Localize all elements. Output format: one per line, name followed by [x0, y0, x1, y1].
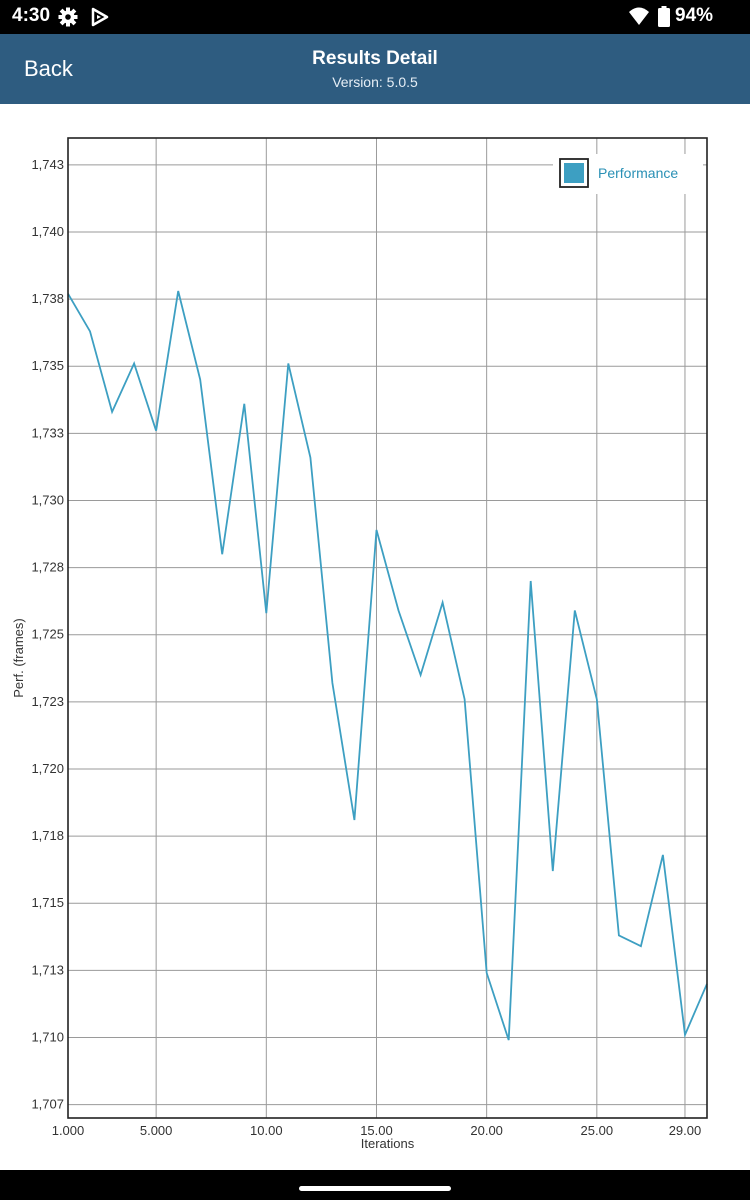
- chart-container: 1,707 1,710 1,713 1,715 1,718 1,720 1,723 1,725…: [0, 104, 750, 1170]
- status-time: 4:30: [12, 5, 51, 26]
- performance-chart: 1,707 1,710 1,713 1,715 1,718 1,720 1,723 1,725…: [11, 137, 708, 1151]
- y-tick-label: 1,723: [31, 694, 64, 709]
- plot-area: [68, 138, 707, 1118]
- version-subtitle: Version: 5.0.5: [332, 74, 418, 90]
- y-tick-label: 1,743: [31, 157, 64, 172]
- legend-label: Performance: [598, 165, 678, 181]
- y-tick-label: 1,713: [31, 962, 64, 977]
- x-tick-label: 25.00: [581, 1123, 614, 1138]
- y-tick-label: 1,730: [31, 492, 64, 507]
- battery-icon: [658, 6, 670, 27]
- back-button[interactable]: Back: [24, 56, 73, 81]
- battery-percentage: 94%: [675, 5, 714, 26]
- series-line-performance: [67, 290, 708, 1041]
- y-tick-label: 1,738: [31, 291, 64, 306]
- app-bar: Back Results Detail Version: 5.0.5: [0, 34, 750, 104]
- x-tick-label: 15.00: [360, 1123, 393, 1138]
- x-tick-label: 10.00: [250, 1123, 283, 1138]
- wifi-icon: [628, 6, 650, 26]
- legend-swatch-frame: [559, 158, 589, 188]
- gear-icon: [58, 7, 78, 27]
- y-tick-label: 1,740: [31, 224, 64, 239]
- y-tick-label: 1,707: [31, 1097, 64, 1112]
- x-tick-label: 29.00: [669, 1123, 702, 1138]
- legend-swatch: [564, 163, 584, 183]
- status-bar: 4:30: [0, 0, 750, 34]
- home-gesture-handle[interactable]: [299, 1186, 451, 1191]
- y-tick-label: 1,718: [31, 828, 64, 843]
- y-tick-label: 1,720: [31, 761, 64, 776]
- y-tick-label: 1,728: [31, 560, 64, 575]
- y-tick-label: 1,725: [31, 627, 64, 642]
- x-tick-label: 5.000: [140, 1123, 173, 1138]
- y-tick-label: 1,710: [31, 1029, 64, 1044]
- y-axis-title: Perf. (frames): [11, 618, 26, 697]
- app-notification-icon: [90, 7, 110, 27]
- x-tick-label: 20.00: [470, 1123, 503, 1138]
- page-title: Results Detail: [312, 48, 438, 69]
- y-tick-label: 1,735: [31, 358, 64, 373]
- plot-border: [67, 137, 708, 1119]
- y-tick-label: 1,733: [31, 425, 64, 440]
- x-tick-label: 1.000: [52, 1123, 85, 1138]
- x-axis-title: Iterations: [361, 1136, 415, 1151]
- y-tick-label: 1,715: [31, 895, 64, 910]
- navigation-bar: [0, 1170, 750, 1200]
